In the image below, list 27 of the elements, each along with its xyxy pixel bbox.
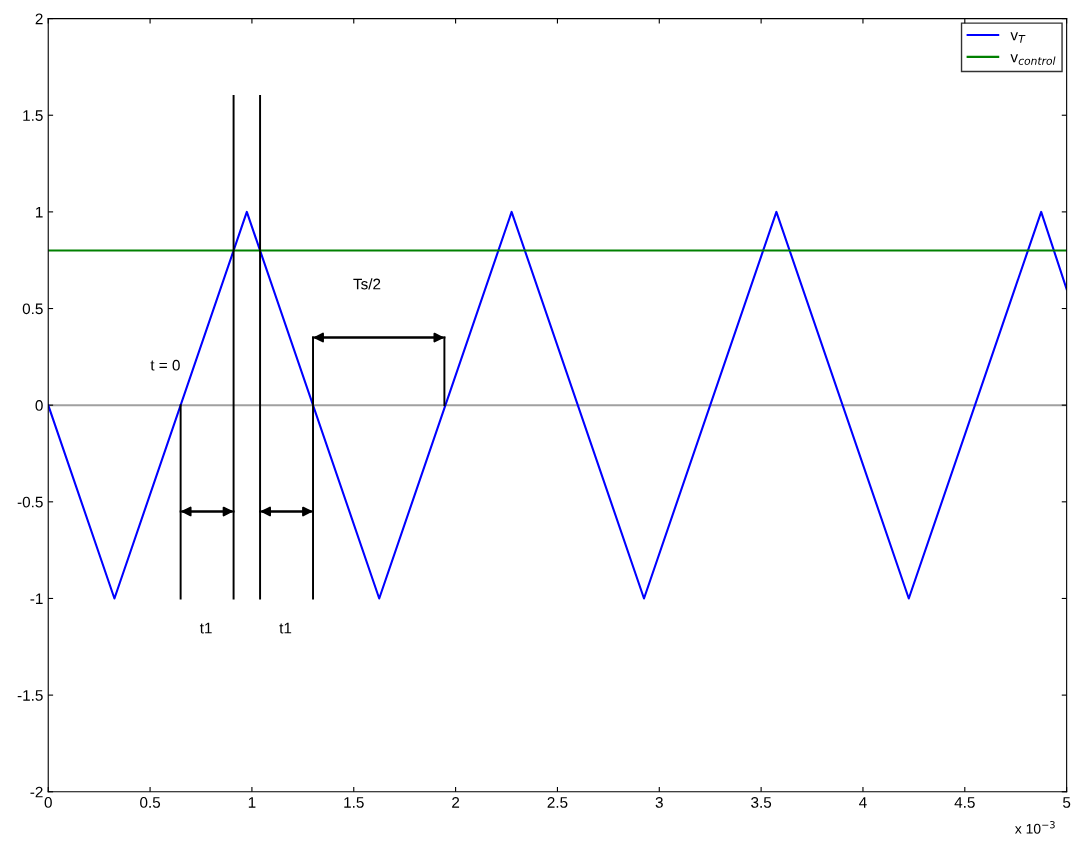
y-tick-label: -0.5 (17, 496, 43, 508)
x-tick-label: 5 (1063, 797, 1071, 808)
x-tick-label: 3.5 (751, 797, 772, 808)
y-tick-label: 0 (35, 400, 43, 411)
x-tick-label: 4 (859, 797, 867, 808)
y-tick-label: -2 (30, 786, 43, 798)
y-tick-label: 1.5 (23, 110, 43, 121)
x-tick-label: 2 (452, 797, 460, 808)
y-tick-label: 2 (35, 13, 43, 25)
text: x 10$^{−3}$ (1014, 821, 1055, 834)
annotation: t1 (279, 622, 292, 634)
annotation: t = 0 (150, 359, 180, 371)
y-tick-label: -1.5 (17, 690, 43, 701)
y-tick-label: 0.5 (22, 303, 43, 315)
x-tick-label: 0 (44, 797, 52, 808)
y-tick-label: -1 (30, 593, 43, 605)
annotation: t1 (199, 622, 212, 634)
x-tick-label: 0.5 (140, 797, 161, 808)
x-tick-label: 1.5 (344, 797, 364, 808)
y-tick-label: 1 (36, 206, 43, 218)
x-tick-label: 4.5 (954, 797, 975, 808)
x-tick-label: 1 (248, 797, 256, 808)
x-tick-label: 3 (655, 797, 663, 808)
x-tick-label: 2.5 (547, 797, 568, 808)
annotation: Ts/2 (353, 278, 381, 290)
legend-label: v$_{control}$ (1010, 54, 1056, 65)
legend-label: v$_{T}$ (1010, 32, 1026, 43)
